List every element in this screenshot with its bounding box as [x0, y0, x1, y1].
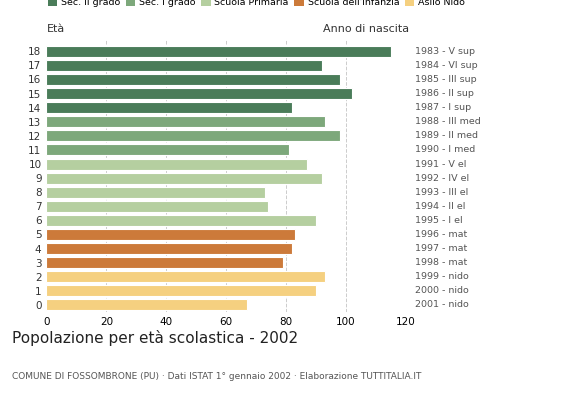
Bar: [46, 285, 316, 296]
Text: 1989 - II med: 1989 - II med: [415, 131, 478, 140]
Text: 1995 - I el: 1995 - I el: [415, 216, 462, 225]
Legend: Sec. II grado, Sec. I grado, Scuola Primaria, Scuola dell'Infanzia, Asilo Nido: Sec. II grado, Sec. I grado, Scuola Prim…: [44, 0, 469, 11]
Text: Popolazione per età scolastica - 2002: Popolazione per età scolastica - 2002: [12, 330, 298, 346]
Bar: [46, 257, 283, 268]
Bar: [46, 271, 325, 282]
Text: 1997 - mat: 1997 - mat: [415, 244, 467, 253]
Bar: [46, 173, 322, 184]
Text: Età: Età: [46, 24, 64, 34]
Bar: [46, 201, 268, 212]
Text: 2000 - nido: 2000 - nido: [415, 286, 469, 295]
Bar: [46, 130, 340, 141]
Text: 1998 - mat: 1998 - mat: [415, 258, 467, 267]
Text: 1986 - II sup: 1986 - II sup: [415, 89, 474, 98]
Text: 1992 - IV el: 1992 - IV el: [415, 174, 469, 183]
Text: 1996 - mat: 1996 - mat: [415, 230, 467, 239]
Bar: [46, 144, 289, 156]
Bar: [46, 229, 295, 240]
Text: 1990 - I med: 1990 - I med: [415, 146, 475, 154]
Bar: [46, 60, 322, 71]
Text: 1999 - nido: 1999 - nido: [415, 272, 469, 281]
Text: 1983 - V sup: 1983 - V sup: [415, 47, 474, 56]
Text: 1985 - III sup: 1985 - III sup: [415, 75, 476, 84]
Text: 1991 - V el: 1991 - V el: [415, 160, 466, 168]
Bar: [46, 300, 247, 310]
Text: 2001 - nido: 2001 - nido: [415, 300, 469, 310]
Text: COMUNE DI FOSSOMBRONE (PU) · Dati ISTAT 1° gennaio 2002 · Elaborazione TUTTITALI: COMUNE DI FOSSOMBRONE (PU) · Dati ISTAT …: [12, 372, 421, 381]
Text: 1993 - III el: 1993 - III el: [415, 188, 468, 197]
Text: 1994 - II el: 1994 - II el: [415, 202, 465, 211]
Text: 1988 - III med: 1988 - III med: [415, 117, 480, 126]
Bar: [46, 215, 316, 226]
Bar: [46, 116, 325, 127]
Bar: [46, 187, 265, 198]
Text: Anno di nascita: Anno di nascita: [323, 24, 409, 34]
Bar: [46, 74, 340, 85]
Text: 1987 - I sup: 1987 - I sup: [415, 103, 471, 112]
Bar: [46, 102, 292, 113]
Bar: [46, 158, 307, 170]
Bar: [46, 46, 391, 57]
Text: 1984 - VI sup: 1984 - VI sup: [415, 61, 477, 70]
Bar: [46, 243, 292, 254]
Bar: [46, 88, 352, 99]
